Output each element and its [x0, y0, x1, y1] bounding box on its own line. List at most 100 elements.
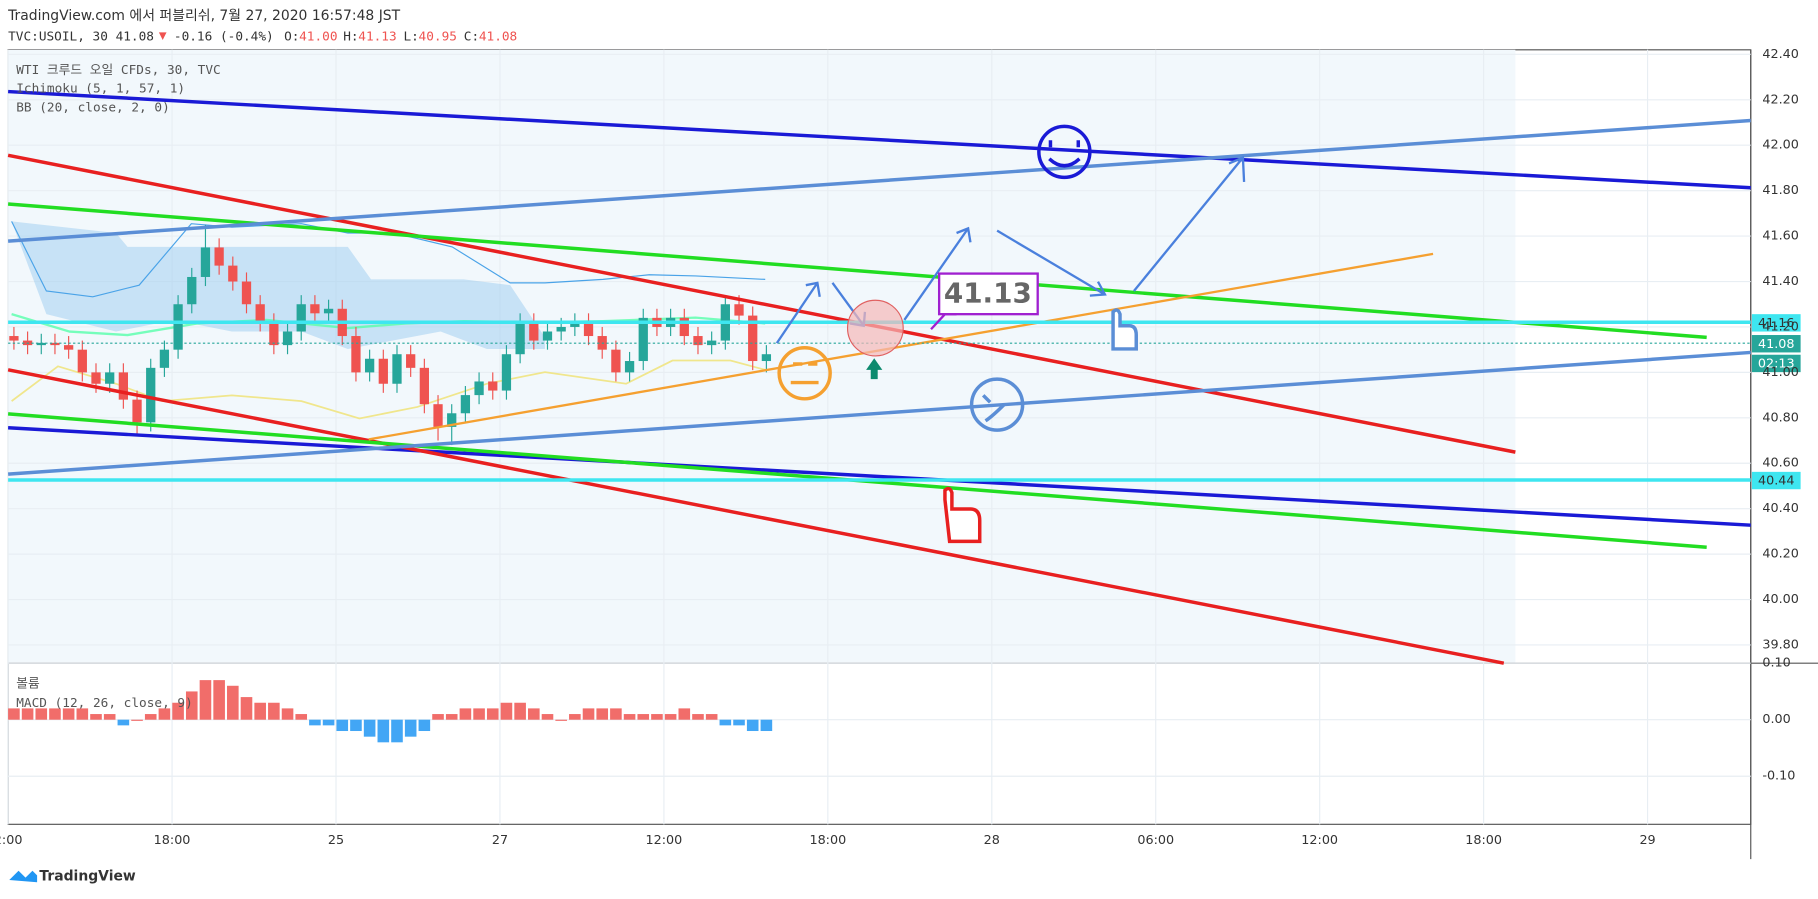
hand-pointer	[1111, 308, 1138, 351]
macd-bar	[185, 691, 198, 720]
candle-body	[50, 342, 60, 346]
badge-last: 41.08	[1758, 337, 1795, 352]
legend-macd: MACD (12, 26, close, 9)	[16, 696, 193, 711]
candle-body	[638, 317, 648, 362]
x-tick-label: 29	[1639, 833, 1655, 848]
candle-body	[146, 367, 156, 423]
macd-bar	[336, 719, 349, 732]
candle-body	[693, 336, 703, 346]
candle-body	[132, 399, 142, 423]
candle-body	[310, 304, 320, 314]
trend-line	[8, 89, 1751, 190]
macd-bar	[144, 714, 157, 720]
candle-body	[501, 354, 512, 391]
candle-body	[761, 354, 772, 362]
y2-tick-label: 0.10	[1762, 656, 1790, 671]
candle-body	[214, 247, 224, 266]
macd-bar	[35, 708, 48, 720]
h-label: H:	[343, 30, 358, 45]
macd-bar	[254, 702, 266, 720]
trend-line	[7, 350, 1751, 476]
macd-bar	[582, 708, 595, 720]
macd-bar	[459, 708, 472, 720]
arrows	[775, 155, 1246, 344]
x-tick-label: 18:00	[1465, 833, 1502, 848]
change-arrow: ▼	[159, 28, 167, 43]
candle-body	[105, 372, 115, 384]
y-tick-label: 39.80	[1762, 637, 1799, 652]
macd-bar	[322, 719, 335, 726]
macd-bar	[733, 719, 745, 726]
candle-body	[707, 340, 717, 346]
macd-bar	[199, 680, 212, 720]
o-value: 41.00	[299, 30, 337, 45]
candle-body	[118, 372, 129, 400]
macd-bar	[240, 697, 253, 720]
candle-body	[460, 395, 471, 414]
candle-body	[200, 247, 211, 277]
macd-bar	[103, 714, 116, 720]
x-tick-label: 12:00	[646, 833, 683, 848]
candle-body	[392, 354, 402, 384]
legend-bb: BB (20, close, 2, 0)	[16, 100, 170, 115]
macd-bar	[514, 702, 526, 720]
emoji-face	[790, 362, 819, 385]
candle-body	[36, 342, 46, 346]
change: -0.16 (-0.4%)	[174, 30, 274, 45]
candle-body	[378, 358, 388, 384]
callout-pointer	[930, 313, 957, 331]
emoji-confused	[969, 377, 1025, 432]
candle-body	[542, 331, 553, 341]
macd-bar	[692, 714, 704, 720]
candle-body	[734, 304, 744, 316]
candle-body	[323, 308, 334, 314]
emoji-face	[1048, 140, 1081, 168]
symbol: TVC:USOIL, 30 41.08	[8, 30, 154, 45]
macd-bar	[90, 714, 102, 720]
candle-body	[488, 381, 498, 391]
macd-bar	[486, 708, 499, 720]
footer: TradingView	[39, 868, 135, 884]
trend-line	[8, 426, 1751, 527]
h-value: 41.13	[358, 30, 396, 45]
hand-pointer	[943, 486, 982, 544]
logo	[9, 870, 38, 883]
macd-bar	[49, 708, 61, 720]
candle-body	[159, 349, 170, 368]
x-tick-label: 28	[984, 833, 1000, 848]
candle-body	[269, 322, 279, 346]
candle-body	[351, 336, 361, 373]
badge	[1751, 354, 1801, 373]
macd-bar	[391, 719, 403, 743]
badge	[1751, 335, 1801, 353]
macd-bar	[268, 702, 280, 720]
macd-bar	[623, 714, 636, 720]
macd-bar	[281, 708, 294, 720]
candle-body	[364, 358, 375, 373]
drawings	[7, 89, 1751, 665]
macd-bar	[295, 714, 308, 720]
macd-bar	[62, 708, 75, 720]
candle-body	[583, 322, 594, 337]
macd-bar	[637, 714, 650, 720]
x-tick-label: 27	[492, 833, 508, 848]
badge-upper: 41.16	[1758, 316, 1795, 331]
y-tick-label: 41.00	[1762, 365, 1799, 380]
y-tick-label: 41.20	[1762, 319, 1799, 334]
badge	[1751, 314, 1801, 332]
candle-body	[556, 326, 566, 332]
trend-line	[7, 202, 1707, 340]
x-tick-label: 18:00	[154, 833, 191, 848]
callout-box	[937, 272, 1039, 316]
candle-body	[255, 304, 265, 323]
y2-tick-label: -0.10	[1762, 769, 1795, 784]
y-tick-label: 40.80	[1762, 410, 1799, 425]
y2-tick-label: 0.00	[1762, 712, 1790, 727]
candle-body	[529, 322, 539, 341]
ohlc-header: TVC:USOIL, 30 41.08 ▼ -0.16 (-0.4%) O: 4…	[8, 28, 517, 44]
y-tick-label: 40.20	[1762, 547, 1799, 562]
emoji-neutral	[777, 346, 832, 401]
macd-bar	[117, 719, 130, 726]
y-tick-label: 42.20	[1762, 92, 1799, 107]
